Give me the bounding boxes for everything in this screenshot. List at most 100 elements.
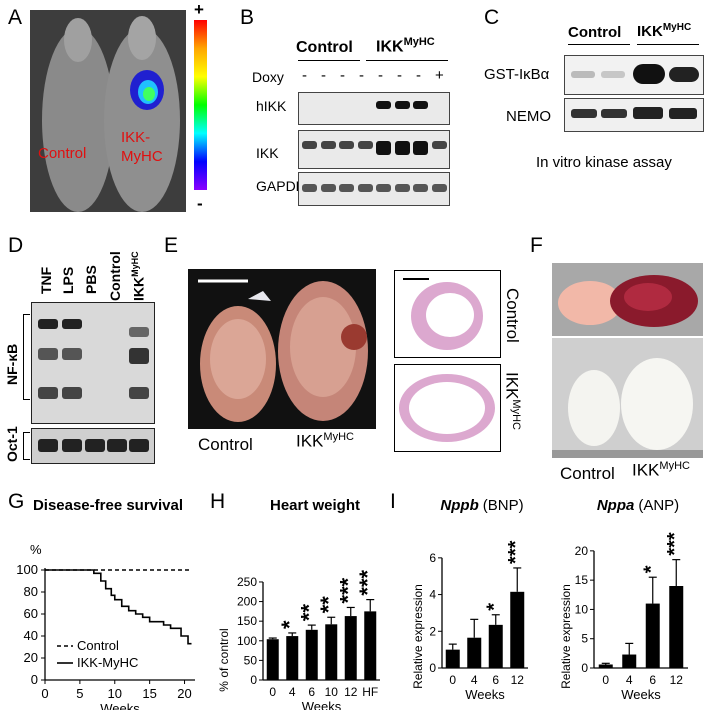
significance-mark: *	[484, 603, 506, 611]
bar	[364, 611, 377, 680]
blot-band	[358, 101, 373, 109]
panel-label-a: A	[8, 6, 23, 29]
bar-x-tick-label: 10	[325, 685, 339, 699]
b-row-hikk: hIKK	[256, 98, 287, 114]
doxy-value: +	[435, 67, 444, 84]
blot-band	[339, 101, 354, 109]
c-row-nemo: NEMO	[506, 108, 551, 125]
g-y-tick-label: 100	[16, 562, 38, 577]
b-header-control: Control	[296, 39, 353, 56]
e-side-ikk: IKKMyHC	[502, 372, 522, 430]
bar-xlabel: Weeks	[621, 687, 661, 702]
doxy-value: -	[378, 67, 383, 84]
d-lane-pbs: PBS	[83, 265, 99, 294]
significance-mark: *	[641, 565, 663, 573]
g-x-tick-label: 5	[76, 686, 83, 701]
e-label-control: Control	[198, 435, 253, 454]
bar	[622, 654, 637, 668]
bar-y-tick-label: 0	[429, 661, 436, 675]
chart-nppa: Nppa (ANP) 0 5 10 15 20 0 4 6 * 12 *** Weeks Relative…	[559, 497, 688, 702]
section-control-illustration	[403, 278, 483, 350]
bar-x-tick-label: 0	[449, 673, 456, 687]
bar-ylabel: Relative expression	[559, 584, 573, 689]
bar-x-tick-label: 12	[344, 685, 358, 699]
b-doxy-label: Doxy	[252, 69, 284, 85]
c-header-control: Control	[568, 24, 622, 41]
blot-band	[302, 184, 317, 192]
blot-band	[321, 101, 336, 109]
bar-y-tick-label: 15	[575, 573, 589, 587]
blot-band	[302, 101, 317, 109]
blot-band	[431, 141, 447, 149]
b-blot-gapdh	[298, 172, 450, 206]
h-title: Heart weight	[270, 497, 360, 514]
bar	[510, 591, 525, 668]
g-y-tick-label: 40	[24, 628, 38, 643]
doxy-value: -	[397, 67, 402, 84]
bar-y-tick-label: 150	[237, 614, 257, 628]
d-oct1-gel	[31, 428, 155, 464]
d-emsa-gel	[31, 302, 155, 424]
bar-x-tick-label: 0	[602, 673, 609, 687]
panel-label-g: G	[8, 490, 25, 513]
doxy-value: -	[359, 67, 364, 84]
bar	[325, 624, 338, 680]
d-lane-ikk: IKKMyHC	[130, 251, 147, 301]
bar-y-tick-label: 20	[575, 544, 589, 558]
blot-band	[376, 101, 391, 109]
e-hearts-image	[188, 269, 376, 429]
bar	[344, 616, 357, 680]
g-x-tick-label: 0	[41, 686, 48, 701]
g-x-tick-label: 20	[177, 686, 191, 701]
blot-band	[394, 184, 410, 192]
significance-mark: **	[316, 596, 341, 614]
significance-mark: ***	[505, 540, 527, 564]
b-row-gapdh: GAPDH	[256, 178, 306, 194]
c-blot-gst	[564, 55, 704, 95]
d-lane-control: Control	[107, 251, 123, 301]
bar-y-tick-label: 4	[429, 588, 436, 602]
bar-y-tick-label: 10	[575, 602, 589, 616]
d-nfkb-bracket	[23, 314, 30, 400]
g-x-tick-label: 15	[142, 686, 156, 701]
blot-band	[302, 141, 317, 149]
g-y-tick-label: 60	[24, 606, 38, 621]
c-ikk-line	[637, 44, 699, 45]
bar	[305, 629, 318, 680]
b-header-ikk: IKKMyHC	[376, 36, 435, 56]
bar-x-tick-label: 0	[269, 685, 276, 699]
mice-photo-illustration	[552, 358, 703, 458]
bar-y-tick-label: 0	[250, 673, 257, 687]
d-oct1-bracket	[23, 432, 30, 460]
d-nfkb-label: NF-κB	[4, 343, 20, 385]
panel-label-f: F	[530, 234, 543, 257]
colorbar	[194, 20, 207, 190]
b-row-ikk: IKK	[256, 145, 279, 161]
significance-mark: ***	[355, 569, 380, 595]
g-y-tick-label: 80	[24, 584, 38, 599]
doxy-value: -	[340, 67, 345, 84]
bar-y-tick-label: 100	[237, 634, 257, 648]
panel-label-b: B	[240, 6, 255, 29]
blot-band	[413, 141, 428, 155]
bar-xlabel: Weeks	[465, 687, 505, 702]
bar	[645, 603, 660, 668]
g-y-tick-label: 0	[31, 672, 38, 687]
significance-mark: ***	[664, 532, 686, 556]
panel-label-h: H	[210, 490, 226, 513]
blot-band	[431, 184, 447, 192]
blot-band	[413, 184, 428, 192]
bar	[445, 649, 460, 668]
doxy-value: -	[416, 67, 421, 84]
blot-band	[432, 101, 447, 109]
e-side-control: Control	[503, 288, 522, 343]
e-label-ikk: IKKMyHC	[296, 431, 354, 451]
significance-mark: **	[297, 604, 322, 622]
bar-y-tick-label: 6	[429, 551, 436, 565]
bar-x-tick-label: 4	[471, 673, 478, 687]
bar	[488, 624, 503, 668]
d-oct1-label: Oct-1	[4, 426, 20, 462]
section-ikk-illustration	[399, 374, 495, 442]
bar	[467, 637, 482, 668]
